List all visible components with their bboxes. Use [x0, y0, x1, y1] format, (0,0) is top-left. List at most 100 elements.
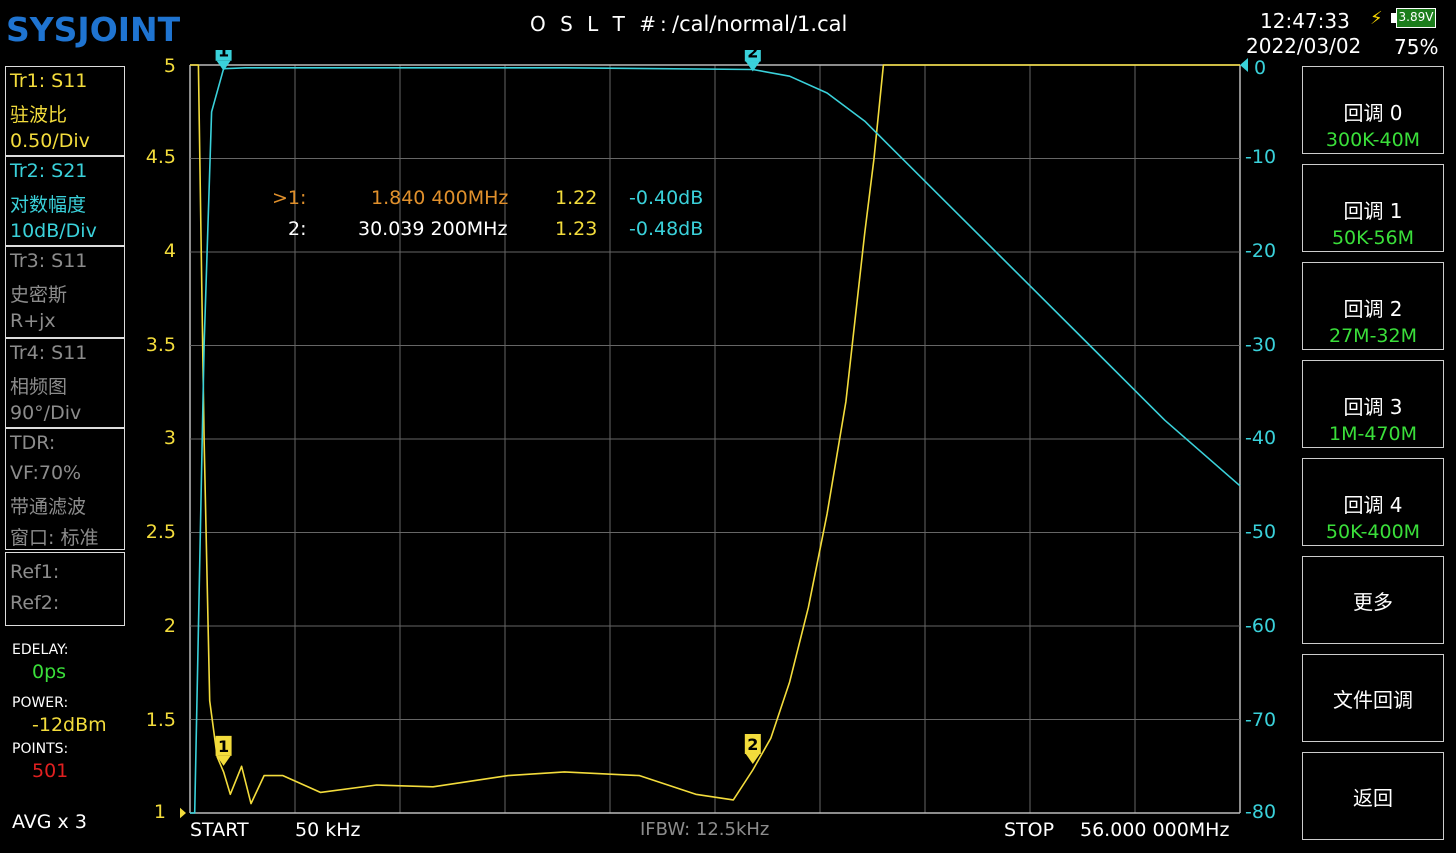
marker-2-db: -0.48dB [629, 218, 704, 240]
left-y-tick: 5 [163, 55, 176, 77]
marker-tag-pointer [216, 755, 231, 766]
right-y-tick: -40 [1245, 427, 1277, 449]
trace-box-tr3[interactable]: Tr3: S11 史密斯 R+jx [5, 246, 125, 338]
ref-box[interactable]: Ref1: Ref2: [5, 552, 125, 626]
battery-icon: 3.89V [1396, 8, 1436, 28]
button-range: 50K-56M [1331, 227, 1415, 249]
cal-file-path[interactable]: /cal/normal/1.cal [672, 12, 848, 36]
ifbw-readout: IFBW: 12.5kHz [640, 819, 770, 840]
button-range: 27M-32M [1329, 325, 1417, 347]
marker-1-db: -0.40dB [629, 187, 704, 209]
tdr-label: TDR: [10, 432, 56, 454]
recall-2-button[interactable]: 回调 2 27M-32M [1302, 262, 1444, 350]
file-recall-button[interactable]: 文件回调 [1302, 654, 1444, 742]
marker-tag-pointer [216, 60, 231, 71]
button-title: 回调 1 [1343, 199, 1403, 223]
marker-tag-pointer [745, 61, 760, 72]
marker-tag-box [215, 50, 232, 61]
marker-tag-label: 1 [218, 737, 229, 756]
left-y-tick: 1.5 [145, 709, 176, 731]
marker-2-swr-tag: 2 [744, 733, 761, 764]
stop-frequency[interactable]: 56.000 000MHz [1080, 819, 1230, 841]
left-y-tick: 3 [163, 427, 176, 449]
trace-id: Tr1: S11 [10, 70, 88, 92]
right-y-tick: 0 [1254, 57, 1267, 79]
avg-count: AVG x 3 [12, 811, 87, 833]
trace-format: 驻波比 [10, 104, 68, 126]
start-frequency[interactable]: 50 kHz [295, 819, 361, 841]
clock-time: 12:47:33 [1260, 9, 1350, 33]
trace-format: 对数幅度 [10, 194, 87, 216]
trace-line-tr1 [190, 64, 1240, 805]
trace-box-tr2[interactable]: Tr2: S21 对数幅度 10dB/Div [5, 156, 125, 246]
button-title: 回调 3 [1343, 395, 1403, 419]
right-y-tick: -70 [1245, 709, 1277, 731]
back-button[interactable]: 返回 [1302, 752, 1444, 840]
trace-scale: 0.50/Div [10, 130, 90, 152]
button-title: 回调 2 [1343, 297, 1403, 321]
edelay-value: 0ps [32, 661, 67, 683]
plot-grid [189, 64, 1241, 814]
tdr-window: 窗口: 标准 [10, 527, 99, 549]
brand-text: SYSJOINT [6, 10, 181, 48]
marker-2-swr: 1.23 [555, 218, 598, 240]
recall-3-button[interactable]: 回调 3 1M-470M [1302, 360, 1444, 448]
button-title: 更多 [1353, 590, 1393, 614]
marker-tag-label: 1 [218, 50, 229, 61]
right-y-tick: -20 [1245, 240, 1277, 262]
right-y-tick: -50 [1245, 521, 1277, 543]
edelay-label: EDELAY: [12, 642, 69, 658]
marker-tag-pointer [745, 753, 760, 764]
right-y-tick: -80 [1245, 801, 1277, 823]
marker-1-id: >1: [272, 187, 307, 209]
marker-tag-box [744, 50, 761, 62]
ref2-label: Ref2: [10, 592, 60, 614]
left-y-tick: 1 [153, 801, 166, 823]
button-title: 回调 4 [1343, 493, 1403, 517]
button-title: 回调 0 [1343, 101, 1403, 125]
left-ref-arrow [180, 807, 186, 819]
more-button[interactable]: 更多 [1302, 556, 1444, 644]
recall-4-button[interactable]: 回调 4 50K-400M [1302, 458, 1444, 546]
trace-scale: 90°/Div [10, 402, 82, 424]
lightning-bolt-icon: ⚡ [1370, 8, 1383, 29]
trace-scale: R+jx [10, 310, 56, 332]
trace-id: Tr3: S11 [10, 250, 88, 272]
start-label: START [190, 819, 249, 841]
marker-tag-box [744, 733, 761, 754]
marker-1-swr: 1.22 [555, 187, 598, 209]
left-y-tick: 3.5 [145, 334, 176, 356]
marker-tag-box [215, 735, 232, 756]
left-y-tick: 4.5 [145, 146, 176, 168]
marker-1-swr-tag: 1 [215, 735, 232, 766]
trace-format: 相频图 [10, 376, 68, 398]
points-value: 501 [32, 760, 69, 782]
recall-0-button[interactable]: 回调 0 300K-40M [1302, 66, 1444, 154]
marker-2-freq: 30.039 200MHz [358, 218, 508, 240]
sweep-plot[interactable]: 1 1 2 2 [180, 50, 1260, 830]
marker-2-id: 2: [288, 218, 307, 240]
battery-percent: 75% [1394, 35, 1439, 59]
trace-id: Tr2: S21 [10, 160, 88, 182]
button-title: 文件回调 [1333, 688, 1413, 712]
button-range: 1M-470M [1329, 423, 1417, 445]
button-title: 返回 [1353, 786, 1393, 810]
trace-scale: 10dB/Div [10, 220, 97, 242]
trace-format: 史密斯 [10, 284, 68, 306]
tdr-vf: VF:70% [10, 462, 82, 484]
left-y-tick: 2 [163, 615, 176, 637]
clock-date: 2022/03/02 [1246, 34, 1362, 58]
power-label: POWER: [12, 695, 69, 711]
marker-1-db-tag: 1 [215, 50, 232, 71]
ref1-label: Ref1: [10, 561, 60, 583]
points-label: POINTS: [12, 741, 69, 757]
marker-tag-label: 2 [747, 735, 758, 754]
trace-box-tr4[interactable]: Tr4: S11 相频图 90°/Div [5, 338, 125, 428]
trace-box-tr1[interactable]: Tr1: S11 驻波比 0.50/Div [5, 66, 125, 156]
trace-id: Tr4: S11 [10, 342, 88, 364]
marker-1-freq: 1.840 400MHz [371, 187, 509, 209]
tdr-box[interactable]: TDR: VF:70% 带通滤波 窗口: 标准 [5, 428, 125, 550]
battery-tip [1391, 13, 1396, 23]
right-y-tick: -30 [1245, 334, 1277, 356]
recall-1-button[interactable]: 回调 1 50K-56M [1302, 164, 1444, 252]
